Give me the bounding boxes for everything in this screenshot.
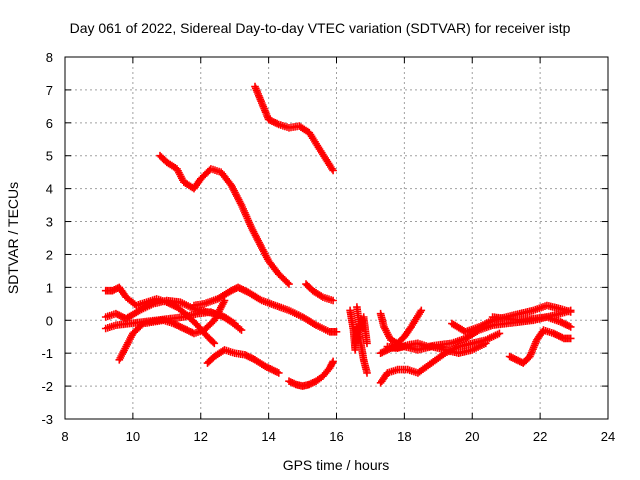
y-tick-label: -2	[41, 379, 53, 394]
x-tick-label: 20	[465, 429, 479, 444]
grid-lines	[65, 57, 608, 419]
x-tick-label: 12	[194, 429, 208, 444]
y-tick-label: 4	[46, 182, 53, 197]
x-tick-label: 14	[261, 429, 275, 444]
y-tick-label: 0	[46, 313, 53, 328]
series-arc-g	[115, 296, 229, 364]
series-arc-j	[285, 357, 337, 390]
y-axis-label: SDTVAR / TECUs	[5, 182, 21, 294]
x-tick-label: 8	[61, 429, 68, 444]
y-tick-label: 8	[46, 50, 53, 65]
series-arc-r	[488, 313, 575, 331]
series-arc-s	[505, 326, 575, 367]
y-tick-label: 7	[46, 83, 53, 98]
plot-frame	[64, 56, 609, 420]
chart-title: Day 061 of 2022, Sidereal Day-to-day VTE…	[70, 20, 571, 36]
series-arc-i	[203, 346, 283, 377]
y-tick-label: 6	[46, 116, 53, 131]
series-arc-a	[251, 82, 337, 175]
y-tick-label: 3	[46, 215, 53, 230]
x-tick-label: 10	[126, 429, 140, 444]
series-arc-k	[346, 306, 371, 377]
data-series-group	[101, 82, 575, 390]
series-arc-m	[376, 306, 426, 348]
y-tick-label: 5	[46, 149, 53, 164]
y-tick-label: -3	[41, 412, 53, 427]
series-arc-l	[353, 303, 371, 348]
x-tick-label: 18	[397, 429, 411, 444]
y-tick-label: 1	[46, 280, 53, 295]
x-tick-label: 16	[329, 429, 343, 444]
x-tick-label: 22	[533, 429, 547, 444]
series-arc-c	[302, 280, 337, 305]
x-axis-label: GPS time / hours	[283, 457, 390, 473]
y-tick-label: -1	[41, 346, 53, 361]
x-tick-label: 24	[601, 429, 615, 444]
series-arc-h	[190, 283, 341, 336]
series-arc-b	[156, 151, 293, 288]
y-tick-label: 2	[46, 247, 53, 262]
